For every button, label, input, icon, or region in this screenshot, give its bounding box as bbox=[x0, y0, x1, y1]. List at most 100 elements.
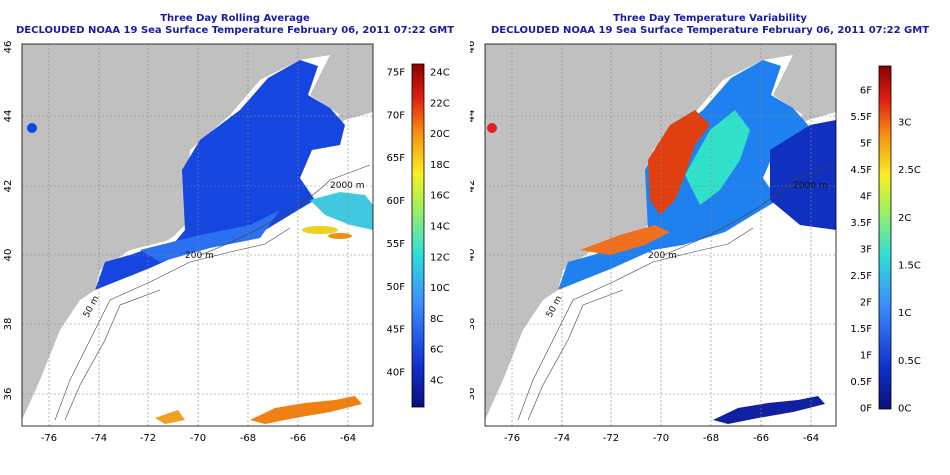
colorbar-fahrenheit-label: 2.5F bbox=[850, 271, 872, 282]
contour-label-shelf: 200 m bbox=[185, 251, 214, 261]
variability-mid-region bbox=[685, 110, 750, 205]
left-panel-subtitle: DECLOUDED NOAA 19 Sea Surface Temperatur… bbox=[15, 25, 455, 36]
colorbar-celsius-label: 0C bbox=[898, 404, 911, 415]
variability-high-region bbox=[648, 110, 710, 215]
latitude-axis: 36 38 40 42 44 46 bbox=[3, 41, 14, 401]
colorbar-celsius-label: 2.5C bbox=[898, 165, 921, 176]
variability-low-offshore bbox=[770, 120, 836, 230]
graticule bbox=[485, 44, 836, 426]
colorbar-fahrenheit-label: 4.5F bbox=[850, 165, 872, 176]
lon-tick-label: -74 bbox=[554, 433, 570, 444]
lon-tick-label: -74 bbox=[91, 433, 107, 444]
lat-tick-label: 36 bbox=[3, 388, 14, 401]
left-panel-title: Three Day Rolling Average bbox=[160, 13, 310, 24]
latitude-axis: 36 38 40 42 44 46 bbox=[470, 41, 477, 401]
contour-label-slope: 2000 m bbox=[330, 181, 365, 191]
longitude-axis: -76 -74 -72 -70 -68 -66 -64 bbox=[41, 433, 356, 444]
right-panel: Three Day Temperature Variability DECLOU… bbox=[470, 0, 950, 475]
colorbar-celsius-label: 20C bbox=[430, 129, 450, 140]
colorbar-celsius-label: 8C bbox=[430, 314, 443, 325]
colorbar-celsius-label: 18C bbox=[430, 160, 450, 171]
lon-tick-label: -70 bbox=[653, 433, 669, 444]
sst-shelf-field bbox=[95, 60, 345, 290]
lat-tick-label: 36 bbox=[470, 388, 477, 401]
right-map-area bbox=[485, 44, 836, 426]
colorbar-fahrenheit-label: 2F bbox=[860, 298, 872, 309]
colorbar-fahrenheit-label: 0F bbox=[860, 404, 872, 415]
colorbar-celsius-label: 2C bbox=[898, 213, 911, 224]
sst-warm-fragment bbox=[302, 226, 338, 234]
colorbar-fahrenheit-label: 1F bbox=[860, 351, 872, 362]
colorbar-fahrenheit-label: 5.5F bbox=[850, 112, 872, 123]
map-frame bbox=[21, 43, 374, 427]
lat-tick-label: 42 bbox=[3, 180, 14, 193]
colorbar-fahrenheit-label: 70F bbox=[387, 110, 406, 121]
lat-tick-label: 42 bbox=[470, 180, 477, 193]
colorbar-fahrenheit-label: 40F bbox=[387, 368, 406, 379]
variability-high-band bbox=[580, 225, 670, 255]
bathymetry-contours bbox=[54, 164, 371, 421]
right-panel-title: Three Day Temperature Variability bbox=[613, 13, 807, 24]
colorbar-celsius-label: 10C bbox=[430, 283, 450, 294]
contour-label-slope: 2000 m bbox=[793, 181, 828, 191]
colorbar-celsius-label: 14C bbox=[430, 222, 450, 233]
sst-warm-fragment bbox=[328, 233, 352, 239]
colorbar-fahrenheit-label: 6F bbox=[860, 86, 872, 97]
graticule bbox=[22, 44, 373, 426]
left-map-figure: 200 m 2000 m 50 m -76 -74 -72 -70 -68 -6… bbox=[3, 41, 450, 444]
colorbar-celsius-label: 0.5C bbox=[898, 356, 921, 367]
sst-fragment bbox=[27, 123, 37, 133]
colorbar-celsius-label: 1C bbox=[898, 308, 911, 319]
colorbar-fahrenheit-label: 65F bbox=[387, 153, 406, 164]
right-map-figure: 200 m 2000 m 50 m -76 -74 -72 -70 -68 -6… bbox=[470, 41, 921, 444]
lon-tick-label: -70 bbox=[190, 433, 206, 444]
lon-tick-label: -66 bbox=[753, 433, 769, 444]
right-colorbar-labels: 0F 0.5F 1F 1.5F 2F 2.5F 3F 3.5F 4F 4.5F 5F 5.5F 6F 0C… bbox=[850, 86, 921, 415]
right-colorbar bbox=[878, 65, 892, 410]
sst-warm-patch bbox=[140, 210, 280, 262]
map-frame bbox=[484, 43, 837, 427]
left-map-area bbox=[22, 44, 373, 426]
colorbar-celsius-label: 1.5C bbox=[898, 261, 921, 272]
left-colorbar bbox=[411, 63, 425, 408]
lat-tick-label: 46 bbox=[470, 41, 477, 54]
colorbar-fahrenheit-label: 0.5F bbox=[850, 377, 872, 388]
longitude-axis: -76 -74 -72 -70 -68 -66 -64 bbox=[504, 433, 819, 444]
lat-tick-label: 40 bbox=[470, 249, 477, 262]
lon-tick-label: -68 bbox=[240, 433, 256, 444]
colorbar-fahrenheit-label: 1.5F bbox=[850, 324, 872, 335]
lat-tick-label: 44 bbox=[470, 110, 477, 123]
colorbar-fahrenheit-label: 75F bbox=[387, 68, 406, 79]
gulf-stream-fragment bbox=[155, 410, 185, 424]
left-panel: Three Day Rolling Average DECLOUDED NOAA… bbox=[0, 0, 470, 475]
colorbar-celsius-label: 4C bbox=[430, 376, 443, 387]
lon-tick-label: -72 bbox=[603, 433, 619, 444]
colorbar-fahrenheit-label: 5F bbox=[860, 139, 872, 150]
lon-tick-label: -66 bbox=[290, 433, 306, 444]
colorbar-fahrenheit-label: 3F bbox=[860, 245, 872, 256]
colorbar-celsius-label: 22C bbox=[430, 98, 450, 109]
sst-offshore-patch bbox=[310, 192, 373, 230]
bathymetry-contours bbox=[517, 164, 834, 421]
lat-tick-label: 46 bbox=[3, 41, 14, 54]
colorbar-fahrenheit-label: 55F bbox=[387, 239, 406, 250]
colorbar-celsius-label: 12C bbox=[430, 252, 450, 263]
colorbar-celsius-label: 3C bbox=[898, 118, 911, 129]
colorbar-celsius-label: 24C bbox=[430, 68, 450, 79]
colorbar-fahrenheit-label: 4F bbox=[860, 192, 872, 203]
colorbar-fahrenheit-label: 60F bbox=[387, 196, 406, 207]
lon-tick-label: -64 bbox=[803, 433, 819, 444]
left-colorbar-labels: 40F 45F 50F 55F 60F 65F 70F 75F 4C 6C 8C 10C 12C 14C 1… bbox=[387, 68, 450, 387]
variability-fragment bbox=[487, 123, 497, 133]
lon-tick-label: -64 bbox=[340, 433, 356, 444]
colorbar-fahrenheit-label: 50F bbox=[387, 282, 406, 293]
lat-tick-label: 38 bbox=[3, 318, 14, 331]
lat-tick-label: 38 bbox=[470, 318, 477, 331]
colorbar-fahrenheit-label: 45F bbox=[387, 325, 406, 336]
right-panel-subtitle: DECLOUDED NOAA 19 Sea Surface Temperatur… bbox=[490, 25, 930, 36]
lon-tick-label: -76 bbox=[41, 433, 57, 444]
lat-tick-label: 40 bbox=[3, 249, 14, 262]
colorbar-celsius-label: 16C bbox=[430, 191, 450, 202]
colorbar-fahrenheit-label: 3.5F bbox=[850, 218, 872, 229]
lon-tick-label: -72 bbox=[140, 433, 156, 444]
